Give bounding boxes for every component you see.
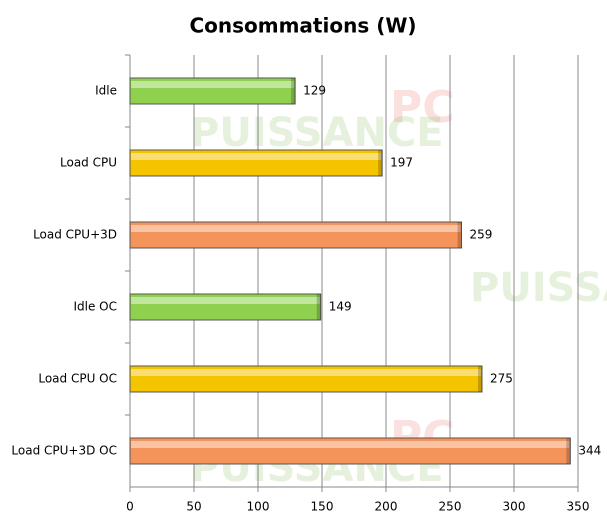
watermark-text: PC: [390, 82, 455, 133]
x-tick-label: 100: [247, 500, 270, 514]
bar: [129, 365, 483, 393]
bar-end: [316, 294, 321, 320]
bar-end: [457, 222, 462, 248]
watermark-text: PUISSANCE: [470, 265, 607, 311]
value-label: 129: [303, 84, 326, 98]
bar-highlight: [131, 297, 320, 304]
bar: [129, 293, 322, 321]
y-tick-label: Load CPU+3D: [33, 228, 117, 242]
value-label: 344: [578, 444, 601, 458]
bar-end: [478, 366, 482, 392]
x-tick-label: 50: [186, 500, 201, 514]
watermark-text: PUISSANCE: [190, 110, 444, 156]
x-tick-label: 350: [567, 500, 590, 514]
bar-highlight: [131, 81, 295, 88]
bar-end: [378, 150, 383, 176]
x-tick-label: 300: [503, 500, 526, 514]
value-label: 197: [390, 156, 413, 170]
bar: [129, 77, 296, 105]
bar-highlight: [131, 153, 382, 160]
y-tick-label: Load CPU: [60, 156, 117, 170]
bar-end: [291, 78, 296, 104]
bar: [129, 221, 463, 249]
value-label: 149: [329, 300, 352, 314]
chart-title: Consommations (W): [189, 14, 416, 38]
bar-highlight: [131, 369, 481, 376]
y-tick-label: Idle OC: [73, 300, 117, 314]
watermark: PUISSANCE PC PUISSANCE PUISSANCE PC: [190, 82, 607, 491]
y-tick-label: Load CPU OC: [38, 372, 117, 386]
value-label: 275: [490, 372, 513, 386]
x-tick-label: 200: [375, 500, 398, 514]
bar-highlight: [131, 225, 461, 232]
x-tick-label: 250: [439, 500, 462, 514]
value-label: 259: [470, 228, 493, 242]
bar-highlight: [131, 441, 570, 448]
y-tick-label: Idle: [95, 84, 117, 98]
bar: [129, 437, 571, 465]
x-tick-label: 0: [126, 500, 134, 514]
y-tick-label: Load CPU+3D OC: [11, 444, 117, 458]
x-tick-label: 150: [311, 500, 334, 514]
bar: [129, 149, 383, 177]
bar-end: [566, 438, 571, 464]
